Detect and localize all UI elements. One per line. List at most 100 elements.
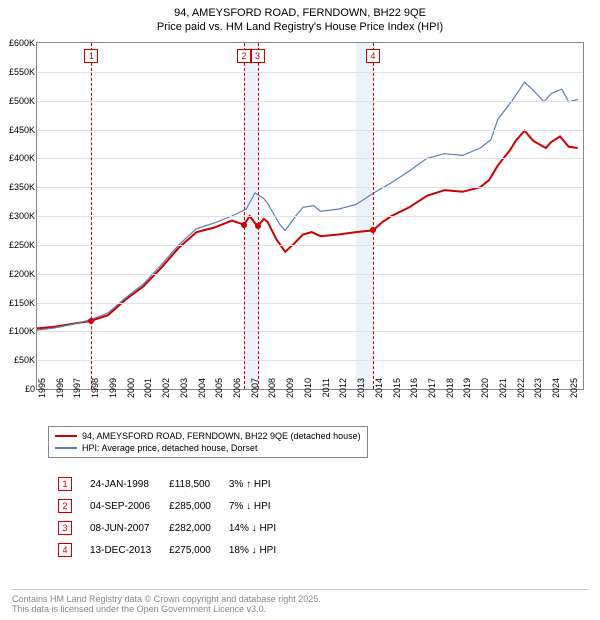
x-axis-label: 2003 <box>179 378 189 408</box>
x-axis-label: 2014 <box>374 378 384 408</box>
x-axis-label: 2018 <box>445 378 455 408</box>
event-line <box>258 43 259 389</box>
x-axis-label: 2006 <box>232 378 242 408</box>
legend-swatch-hpi <box>55 447 77 449</box>
x-axis-label: 2008 <box>267 378 277 408</box>
x-axis-label: 2022 <box>516 378 526 408</box>
event-pct: 3% ↑ HPI <box>221 474 284 494</box>
y-axis-label: £450K <box>3 125 35 135</box>
gridline <box>37 158 583 159</box>
event-line <box>91 43 92 389</box>
event-date: 24-JAN-1998 <box>82 474 159 494</box>
event-price: £285,000 <box>161 496 219 516</box>
event-num: 3 <box>58 521 72 535</box>
event-row: 413-DEC-2013£275,00018% ↓ HPI <box>50 540 284 560</box>
x-axis-label: 1999 <box>108 378 118 408</box>
event-marker-box: 4 <box>366 49 380 63</box>
gridline <box>37 274 583 275</box>
y-axis-label: £250K <box>3 240 35 250</box>
x-axis-label: 2011 <box>321 378 331 408</box>
data-marker <box>88 318 94 324</box>
event-price: £118,500 <box>161 474 219 494</box>
event-marker-box: 1 <box>84 49 98 63</box>
x-axis-label: 2025 <box>569 378 579 408</box>
event-line <box>373 43 374 389</box>
y-axis-label: £100K <box>3 326 35 336</box>
x-axis-label: 2001 <box>143 378 153 408</box>
y-axis-label: £150K <box>3 298 35 308</box>
x-axis-label: 2009 <box>285 378 295 408</box>
x-axis-label: 2016 <box>409 378 419 408</box>
footer-line2: This data is licensed under the Open Gov… <box>12 604 266 614</box>
series-line-property <box>37 131 578 329</box>
y-axis-label: £300K <box>3 211 35 221</box>
gridline <box>37 360 583 361</box>
x-axis-label: 2012 <box>338 378 348 408</box>
gridline <box>37 216 583 217</box>
event-line <box>244 43 245 389</box>
legend: 94, AMEYSFORD ROAD, FERNDOWN, BH22 9QE (… <box>48 426 368 458</box>
gridline <box>37 130 583 131</box>
event-price: £275,000 <box>161 540 219 560</box>
gridline <box>37 245 583 246</box>
event-row: 1 24-JAN-1998£118,5003% ↑ HPI <box>50 474 284 494</box>
y-axis-label: £50K <box>3 355 35 365</box>
legend-row-hpi: HPI: Average price, detached house, Dors… <box>55 442 361 454</box>
x-axis-label: 2002 <box>161 378 171 408</box>
x-axis-label: 2017 <box>427 378 437 408</box>
x-axis-label: 2010 <box>303 378 313 408</box>
x-axis-label: 2019 <box>462 378 472 408</box>
y-axis-label: £550K <box>3 67 35 77</box>
x-axis-label: 2024 <box>551 378 561 408</box>
chart-container: 94, AMEYSFORD ROAD, FERNDOWN, BH22 9QE P… <box>0 0 600 620</box>
legend-label-hpi: HPI: Average price, detached house, Dors… <box>82 443 257 453</box>
title-block: 94, AMEYSFORD ROAD, FERNDOWN, BH22 9QE P… <box>0 0 600 35</box>
x-axis-label: 1995 <box>37 378 47 408</box>
event-num: 4 <box>58 543 72 557</box>
event-num: 2 <box>58 499 72 513</box>
x-axis-label: 2004 <box>197 378 207 408</box>
data-marker <box>370 227 376 233</box>
gridline <box>37 331 583 332</box>
event-pct: 7% ↓ HPI <box>221 496 284 516</box>
footer: Contains HM Land Registry data © Crown c… <box>12 589 588 614</box>
y-axis-label: £600K <box>3 38 35 48</box>
x-axis-label: 1996 <box>55 378 65 408</box>
series-line-hpi <box>37 82 578 330</box>
event-price: £282,000 <box>161 518 219 538</box>
legend-swatch-property <box>55 435 77 437</box>
x-axis-label: 1997 <box>72 378 82 408</box>
y-axis-label: £400K <box>3 153 35 163</box>
title-line1: 94, AMEYSFORD ROAD, FERNDOWN, BH22 9QE <box>0 6 600 20</box>
footer-line1: Contains HM Land Registry data © Crown c… <box>12 594 321 604</box>
event-row: 3 08-JUN-2007£282,00014% ↓ HPI <box>50 518 284 538</box>
event-date: 08-JUN-2007 <box>82 518 159 538</box>
x-axis-label: 2013 <box>356 378 366 408</box>
y-axis-label: £350K <box>3 182 35 192</box>
event-row: 2 04-SEP-2006£285,0007% ↓ HPI <box>50 496 284 516</box>
event-marker-box: 3 <box>251 49 265 63</box>
event-date: 04-SEP-2006 <box>82 496 159 516</box>
legend-label-property: 94, AMEYSFORD ROAD, FERNDOWN, BH22 9QE (… <box>82 431 361 441</box>
event-date: 13-DEC-2013 <box>82 540 159 560</box>
gridline <box>37 303 583 304</box>
chart-plot-area: £0£50K£100K£150K£200K£250K£300K£350K£400… <box>36 42 584 390</box>
events-table: 1 24-JAN-1998£118,5003% ↑ HPI 2 04-SEP-2006… <box>48 472 286 562</box>
event-marker-box: 2 <box>237 49 251 63</box>
y-axis-label: £0 <box>3 384 35 394</box>
event-pct: 14% ↓ HPI <box>221 518 284 538</box>
x-axis-label: 2005 <box>214 378 224 408</box>
y-axis-label: £200K <box>3 269 35 279</box>
x-axis-label: 2021 <box>498 378 508 408</box>
data-marker <box>255 223 261 229</box>
x-axis-label: 2023 <box>533 378 543 408</box>
event-num: 1 <box>58 477 72 491</box>
title-line2: Price paid vs. HM Land Registry's House … <box>0 20 600 34</box>
x-axis-label: 2000 <box>126 378 136 408</box>
x-axis-label: 2015 <box>392 378 402 408</box>
gridline <box>37 187 583 188</box>
data-marker <box>241 222 247 228</box>
gridline <box>37 72 583 73</box>
x-axis-label: 2020 <box>480 378 490 408</box>
gridline <box>37 101 583 102</box>
